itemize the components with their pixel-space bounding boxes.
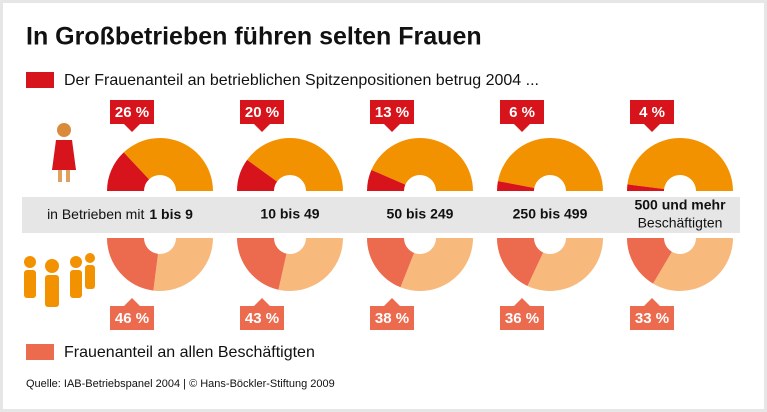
label-pointer [254, 124, 270, 132]
label-pointer [124, 298, 140, 306]
legend-label: Frauenanteil an allen Beschäftigten [64, 344, 315, 361]
label-box [630, 100, 674, 124]
label-pointer [384, 124, 400, 132]
semi-donut-rest [153, 238, 213, 291]
value-label: 26 % [115, 104, 149, 121]
value-label: 43 % [245, 310, 279, 327]
semi-donut-rest [627, 137, 733, 191]
semi-donut-rest [527, 238, 603, 291]
value-label: 13 % [375, 104, 409, 121]
label-box [500, 306, 544, 330]
legend-swatch [26, 72, 54, 88]
category-suffix: Beschäftigten [638, 215, 723, 231]
value-label: 38 % [375, 310, 409, 327]
semi-donut-segment [107, 238, 158, 291]
label-box [370, 306, 414, 330]
label-box [240, 306, 284, 330]
label-pointer [124, 124, 140, 132]
category-prefix: in Betrieben mit [47, 206, 144, 222]
legend-swatch [26, 344, 54, 360]
label-pointer [644, 298, 660, 306]
people-icon [24, 253, 95, 307]
label-pointer [254, 298, 270, 306]
label-pointer [514, 298, 530, 306]
label-pointer [514, 124, 530, 132]
semi-donut-rest [278, 238, 343, 292]
semi-donut-segment [497, 238, 544, 286]
category-label: 500 und mehr [634, 197, 726, 213]
label-pointer [644, 124, 660, 132]
label-box [110, 100, 154, 124]
label-box [240, 100, 284, 124]
semi-donut-segment [237, 159, 278, 191]
category-label: 250 bis 499 [513, 206, 588, 222]
semi-donut-rest [497, 137, 603, 191]
value-label: 6 % [509, 104, 535, 121]
label-box [500, 100, 544, 124]
semi-donut-rest [247, 137, 343, 191]
category-name: 1 bis 9 [149, 206, 193, 222]
semi-donut-segment [367, 238, 415, 288]
category-band [22, 197, 740, 233]
label-box [370, 100, 414, 124]
semi-donut-rest [400, 238, 473, 291]
value-label: 46 % [115, 310, 149, 327]
semi-donut-segment [237, 238, 287, 290]
value-label: 4 % [639, 104, 665, 121]
chart-title: In Großbetrieben führen selten Frauen [26, 23, 482, 51]
category-label: 50 bis 249 [387, 206, 454, 222]
source: Quelle: IAB-Betriebspanel 2004 | © Hans-… [26, 378, 335, 390]
woman-icon [52, 123, 76, 182]
semi-donut-segment [107, 152, 150, 191]
label-pointer [384, 298, 400, 306]
value-label: 20 % [245, 104, 279, 121]
semi-donut-rest [123, 138, 213, 191]
semi-donut-segment [367, 169, 406, 191]
legend-label: Der Frauenanteil an betrieblichen Spitze… [64, 72, 539, 89]
semi-donut-rest [653, 238, 733, 291]
label-box [110, 306, 154, 330]
semi-donut-segment [627, 184, 665, 191]
value-label: 33 % [635, 310, 669, 327]
category-label: 10 bis 49 [260, 206, 319, 222]
semi-donut-segment [627, 238, 672, 284]
category-label: in Betrieben mit 1 bis 9 [47, 206, 193, 222]
semi-donut-segment [497, 181, 535, 191]
semi-donut-rest [371, 138, 473, 191]
label-box [630, 306, 674, 330]
value-label: 36 % [505, 310, 539, 327]
